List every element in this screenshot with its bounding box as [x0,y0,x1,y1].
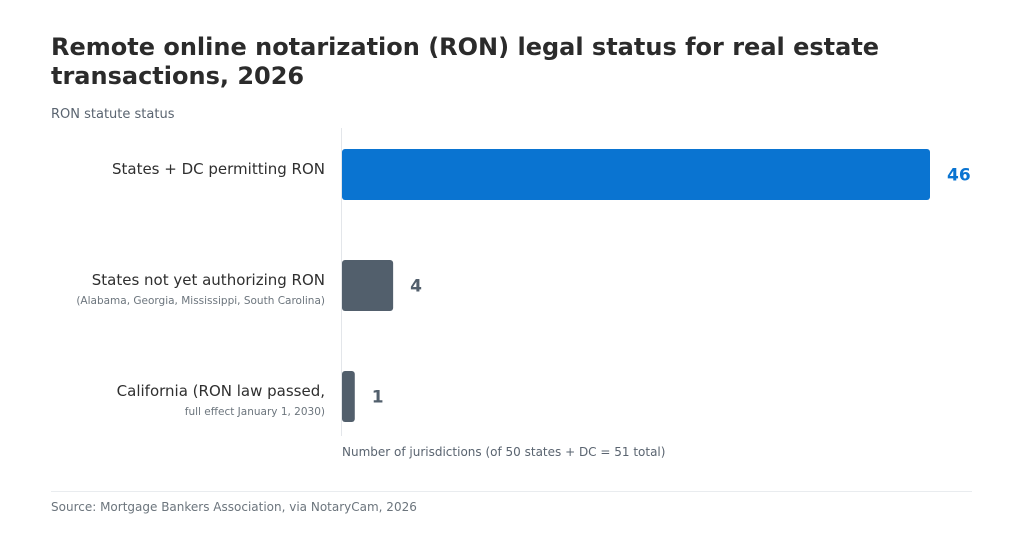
footer-divider [51,491,972,492]
category-sublabel: (Alabama, Georgia, Mississippi, South Ca… [76,295,325,307]
bar-value-label: 46 [947,166,971,186]
chart-title: Remote online notarization (RON) legal s… [51,33,880,90]
category-label: States not yet authorizing RON [92,271,325,289]
bar-value-label: 4 [410,277,422,297]
bars-group: 46 States + DC permitting RON 4 States not … [76,149,971,422]
chart-subtitle: RON statute status [51,107,175,122]
category-label: States + DC permitting RON [112,160,325,178]
bar [342,260,394,311]
category-label: California (RON law passed, [117,382,325,400]
bar [342,371,355,422]
bar [342,149,930,200]
source-note: Source: Mortgage Bankers Association, vi… [51,500,417,514]
bar-value-label: 1 [372,388,384,408]
x-axis-label: Number of jurisdictions (of 50 states + … [342,445,665,459]
category-sublabel: full effect January 1, 2030) [185,406,325,418]
